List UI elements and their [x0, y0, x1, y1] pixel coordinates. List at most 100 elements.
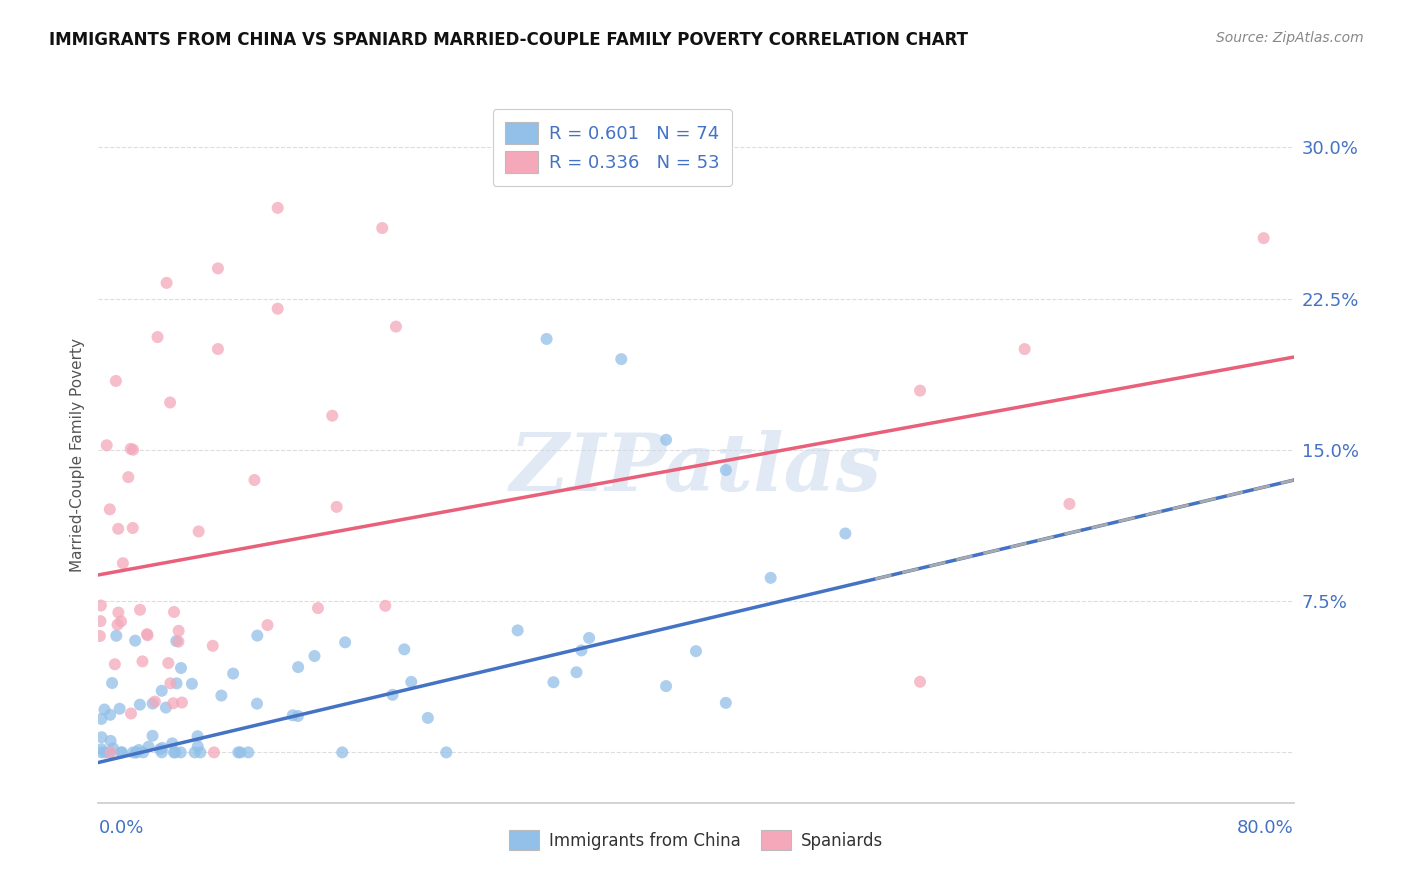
Point [267, 201, 290, 215]
Point [90, 599, 112, 613]
Point [103, 741, 125, 756]
Point [142, 697, 165, 711]
Text: IMMIGRANTS FROM CHINA VS SPANIARD MARRIED-COUPLE FAMILY POVERTY CORRELATION CHAR: IMMIGRANTS FROM CHINA VS SPANIARD MARRIE… [49, 31, 969, 49]
Point [167, 634, 190, 648]
Point [122, 442, 145, 457]
Point [304, 648, 326, 663]
Point [714, 463, 737, 477]
Point [401, 674, 423, 689]
Point [187, 524, 209, 539]
Point [136, 628, 159, 642]
Point [150, 741, 173, 756]
Point [104, 374, 127, 388]
Point [90, 730, 112, 744]
Point [1253, 231, 1275, 245]
Point [908, 674, 931, 689]
Point [100, 734, 122, 748]
Point [170, 661, 193, 675]
Point [226, 745, 249, 759]
Point [183, 745, 205, 759]
Point [159, 676, 181, 690]
Point [146, 330, 169, 344]
Point [155, 276, 177, 290]
Point [201, 639, 224, 653]
Point [143, 695, 166, 709]
Point [101, 676, 124, 690]
Point [222, 666, 245, 681]
Point [908, 384, 931, 398]
Point [107, 606, 129, 620]
Point [98, 745, 121, 759]
Point [93, 702, 115, 716]
Point [714, 696, 737, 710]
Point [110, 745, 132, 759]
Point [685, 644, 707, 658]
Point [243, 473, 266, 487]
Point [162, 696, 184, 710]
Point [229, 745, 252, 759]
Point [128, 743, 150, 757]
Point [96, 438, 118, 452]
Point [170, 696, 193, 710]
Y-axis label: Married-Couple Family Poverty: Married-Couple Family Poverty [69, 338, 84, 572]
Point [100, 745, 122, 759]
Point [108, 702, 131, 716]
Point [655, 433, 678, 447]
Point [149, 742, 172, 756]
Point [162, 736, 184, 750]
Point [167, 624, 190, 638]
Text: Source: ZipAtlas.com: Source: ZipAtlas.com [1216, 31, 1364, 45]
Point [578, 631, 600, 645]
Point [394, 642, 416, 657]
Text: 80.0%: 80.0% [1237, 819, 1294, 837]
Point [90, 712, 112, 726]
Point [165, 745, 187, 759]
Point [141, 729, 163, 743]
Point [187, 739, 209, 754]
Point [157, 656, 180, 670]
Point [165, 634, 187, 648]
Point [125, 745, 148, 759]
Point [202, 745, 225, 759]
Point [330, 745, 353, 759]
Point [166, 676, 188, 690]
Point [120, 442, 142, 456]
Point [267, 301, 290, 316]
Point [155, 700, 177, 714]
Point [207, 342, 229, 356]
Point [333, 635, 356, 649]
Point [287, 709, 309, 723]
Point [129, 603, 152, 617]
Point [107, 522, 129, 536]
Point [94, 745, 117, 759]
Point [128, 698, 150, 712]
Point [122, 745, 145, 759]
Point [89, 614, 111, 628]
Text: 0.0%: 0.0% [98, 819, 143, 837]
Point [307, 601, 329, 615]
Point [246, 697, 269, 711]
Point [170, 745, 193, 759]
Point [120, 706, 142, 721]
Point [163, 745, 186, 759]
Point [117, 470, 139, 484]
Point [104, 657, 127, 672]
Point [434, 745, 457, 759]
Point [110, 615, 132, 629]
Point [1059, 497, 1081, 511]
Point [163, 605, 186, 619]
Point [256, 618, 278, 632]
Point [374, 599, 396, 613]
Point [138, 739, 160, 754]
Point [136, 627, 159, 641]
Point [188, 745, 211, 759]
Point [150, 683, 173, 698]
Point [571, 643, 593, 657]
Point [281, 708, 304, 723]
Point [125, 745, 148, 759]
Point [506, 624, 529, 638]
Point [385, 319, 408, 334]
Point [610, 352, 633, 367]
Point [209, 689, 232, 703]
Point [121, 521, 143, 535]
